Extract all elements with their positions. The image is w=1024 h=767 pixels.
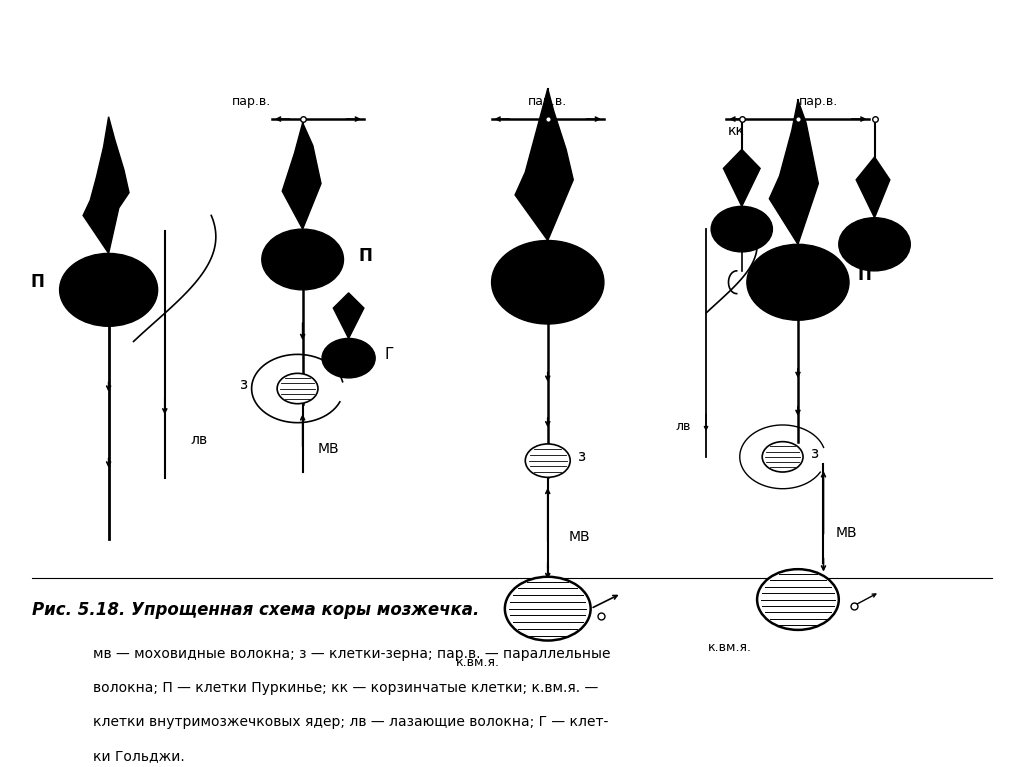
Circle shape (59, 253, 158, 326)
Text: к.вм.я.: к.вм.я. (708, 641, 752, 654)
Circle shape (746, 245, 849, 320)
Text: клетки внутримозжечковых ядер; лв — лазающие волокна; Г — клет-: клетки внутримозжечковых ядер; лв — лаза… (93, 715, 608, 729)
Text: ки Гольджи.: ки Гольджи. (93, 749, 185, 763)
Polygon shape (333, 293, 364, 338)
Polygon shape (83, 117, 129, 253)
Circle shape (839, 218, 910, 271)
Text: з: з (241, 377, 249, 392)
Text: П: П (857, 265, 871, 284)
Circle shape (762, 442, 803, 472)
Circle shape (262, 229, 343, 290)
Text: Г: Г (384, 347, 393, 362)
Text: з: з (811, 446, 819, 460)
Polygon shape (515, 89, 573, 241)
Circle shape (757, 569, 839, 630)
Text: П: П (30, 273, 44, 291)
Text: П: П (358, 247, 373, 265)
Circle shape (525, 444, 570, 477)
Text: лв: лв (190, 433, 208, 447)
Polygon shape (723, 150, 760, 206)
Text: МВ: МВ (568, 529, 590, 544)
Circle shape (323, 338, 375, 378)
Text: пар.в.: пар.в. (232, 94, 271, 107)
Text: пар.в.: пар.в. (528, 94, 567, 107)
Text: волокна; П — клетки Пуркинье; кк — корзинчатые клетки; к.вм.я. —: волокна; П — клетки Пуркинье; кк — корзи… (93, 681, 599, 695)
Text: к.вм.я.: к.вм.я. (456, 656, 500, 669)
Text: кк: кк (728, 124, 745, 138)
Polygon shape (856, 157, 890, 218)
Text: МВ: МВ (318, 443, 340, 456)
Text: МВ: МВ (836, 525, 857, 540)
Circle shape (505, 577, 591, 640)
Text: мв — моховидные волокна; з — клетки-зерна; пар.в. — параллельные: мв — моховидные волокна; з — клетки-зерн… (93, 647, 610, 660)
Polygon shape (769, 100, 818, 245)
Circle shape (711, 206, 772, 252)
Text: з: з (579, 449, 587, 464)
Circle shape (492, 241, 604, 324)
Text: пар.в.: пар.в. (799, 94, 838, 107)
Polygon shape (283, 123, 322, 229)
Text: Рис. 5.18. Упрощенная схема коры мозжечка.: Рис. 5.18. Упрощенная схема коры мозжечк… (32, 601, 479, 619)
Circle shape (278, 374, 318, 403)
Text: лв: лв (676, 420, 691, 433)
